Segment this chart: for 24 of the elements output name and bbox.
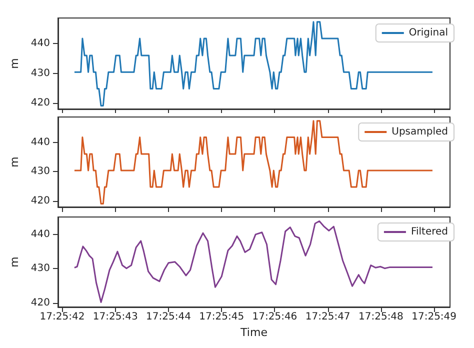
y-tick-label: 420 xyxy=(30,196,50,207)
y-tick-label: 430 xyxy=(30,166,50,178)
y-tick-label: 440 xyxy=(30,228,50,240)
x-tick-label: 17:25:45 xyxy=(199,312,244,322)
x-tick-label: 17:25:43 xyxy=(92,312,138,322)
x-tick-label: 17:25:42 xyxy=(40,312,85,322)
y-tick-label: 440 xyxy=(30,38,50,50)
y-axis-title: m xyxy=(8,256,22,268)
y-axis-title: m xyxy=(8,156,22,168)
y-tick-label: 430 xyxy=(30,263,50,274)
legend-label: Original xyxy=(408,28,448,38)
y-tick-label: 420 xyxy=(30,297,50,308)
x-tick-label: 17:25:48 xyxy=(358,312,404,322)
x-tick-label: 17:25:44 xyxy=(146,312,191,322)
y-axis-title: m xyxy=(8,58,22,69)
x-axis-title: Time xyxy=(240,326,268,339)
x-tick-label: 17:25:46 xyxy=(252,312,298,322)
y-tick-label: 440 xyxy=(30,136,50,148)
x-tick-label: 17:25:49 xyxy=(412,312,457,322)
legend-label: Filtered xyxy=(410,226,448,238)
x-tick-label: 17:25:47 xyxy=(305,312,350,322)
legend-label: Upsampled xyxy=(392,126,448,138)
y-tick-label: 420 xyxy=(30,98,50,109)
y-tick-label: 430 xyxy=(30,68,50,79)
